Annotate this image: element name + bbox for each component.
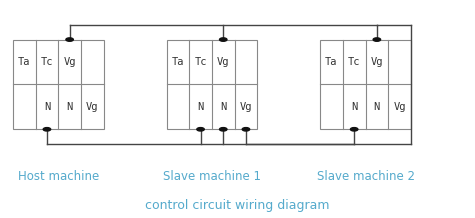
Text: Ta: Ta bbox=[325, 57, 338, 67]
Text: Vg: Vg bbox=[63, 57, 76, 67]
Text: N: N bbox=[198, 102, 204, 112]
Text: N: N bbox=[44, 102, 50, 112]
Text: Tc: Tc bbox=[348, 57, 361, 67]
Text: Vg: Vg bbox=[393, 102, 406, 112]
Circle shape bbox=[373, 38, 380, 41]
Text: N: N bbox=[374, 102, 380, 112]
Circle shape bbox=[43, 128, 51, 131]
Bar bbox=[167, 40, 257, 129]
Text: Vg: Vg bbox=[240, 102, 252, 112]
Circle shape bbox=[66, 38, 73, 41]
Bar bbox=[320, 40, 411, 129]
Circle shape bbox=[219, 128, 227, 131]
Text: Slave machine 2: Slave machine 2 bbox=[316, 170, 415, 183]
Text: Ta: Ta bbox=[18, 57, 30, 67]
Circle shape bbox=[197, 128, 204, 131]
Bar bbox=[13, 40, 104, 129]
Circle shape bbox=[351, 128, 358, 131]
Text: N: N bbox=[66, 102, 73, 112]
Text: N: N bbox=[220, 102, 227, 112]
Text: Tc: Tc bbox=[194, 57, 207, 67]
Text: control circuit wiring diagram: control circuit wiring diagram bbox=[145, 199, 330, 212]
Text: Tc: Tc bbox=[41, 57, 53, 67]
Text: N: N bbox=[351, 102, 357, 112]
Circle shape bbox=[219, 38, 227, 41]
Text: Slave machine 1: Slave machine 1 bbox=[163, 170, 261, 183]
Text: Vg: Vg bbox=[217, 57, 229, 67]
Text: Vg: Vg bbox=[86, 102, 99, 112]
Circle shape bbox=[242, 128, 250, 131]
Text: Host machine: Host machine bbox=[18, 170, 99, 183]
Text: Vg: Vg bbox=[370, 57, 383, 67]
Text: Ta: Ta bbox=[171, 57, 184, 67]
